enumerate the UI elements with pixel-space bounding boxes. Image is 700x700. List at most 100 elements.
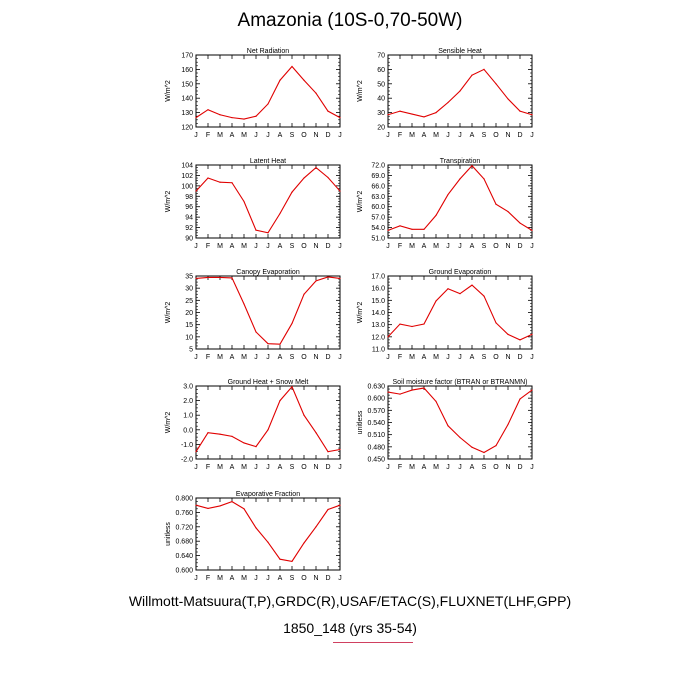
y-tick-label: 15 <box>185 322 193 329</box>
x-tick-label: O <box>301 464 307 471</box>
x-tick-label: J <box>338 243 342 250</box>
y-tick-label: 130 <box>181 110 193 117</box>
y-tick-label: 50 <box>377 81 385 88</box>
x-tick-label: J <box>386 354 390 361</box>
data-point <box>267 541 269 543</box>
plot-frame <box>195 497 341 571</box>
data-point <box>243 118 245 120</box>
y-tick-label: 120 <box>181 125 193 132</box>
y-tick-label: 20 <box>185 310 193 317</box>
data-point <box>279 343 281 345</box>
x-tick-label: M <box>217 575 223 582</box>
x-tick-label: J <box>446 132 450 139</box>
y-tick-label: 3.0 <box>183 384 193 391</box>
data-point <box>495 83 497 85</box>
y-tick-label: 15.0 <box>371 298 385 305</box>
data-point <box>267 429 269 431</box>
y-tick-label: 0.630 <box>367 384 385 391</box>
x-tick-label: D <box>325 464 330 471</box>
data-point <box>291 65 293 68</box>
y-tick-label: 54.0 <box>371 225 385 232</box>
data-point <box>447 288 449 290</box>
y-tick-label: 0.450 <box>367 457 385 464</box>
data-point <box>219 505 221 507</box>
x-tick-label: J <box>338 464 342 471</box>
y-tick-label: 72.0 <box>371 163 385 170</box>
data-point <box>495 203 497 205</box>
y-tick-label: 0.540 <box>367 420 385 427</box>
x-tick-label: A <box>470 354 475 361</box>
plot-frame <box>195 385 341 460</box>
x-tick-label: D <box>517 243 522 250</box>
data-point <box>531 333 533 335</box>
y-tick-label: 98 <box>185 194 193 201</box>
data-point <box>531 229 533 231</box>
data-point <box>435 214 437 217</box>
y-tick-label: 0.760 <box>175 510 193 517</box>
x-tick-label: J <box>338 575 342 582</box>
data-point <box>387 114 389 116</box>
x-tick-label: N <box>505 464 510 471</box>
data-point <box>195 190 197 192</box>
y-tick-label: 92 <box>185 225 193 232</box>
panel-title: Soil moisture factor (BTRAN or BTRANMN) <box>393 379 528 386</box>
x-tick-label: J <box>530 243 534 250</box>
data-point <box>279 79 281 81</box>
y-tick-label: 170 <box>181 53 193 60</box>
y-tick-label: 11.0 <box>372 347 385 354</box>
x-tick-label: J <box>266 354 270 361</box>
x-tick-label: M <box>433 132 439 139</box>
x-tick-label: J <box>254 354 258 361</box>
x-tick-label: M <box>433 243 439 250</box>
data-point <box>423 387 425 389</box>
x-tick-label: F <box>398 243 402 250</box>
data-point <box>507 423 509 426</box>
x-tick-label: S <box>482 354 487 361</box>
x-tick-label: M <box>409 243 415 250</box>
y-tick-label: 57.0 <box>371 215 385 222</box>
x-tick-label: F <box>206 464 210 471</box>
x-tick-label: J <box>194 464 198 471</box>
data-point <box>447 425 449 427</box>
data-point <box>327 176 329 179</box>
x-tick-label: M <box>409 464 415 471</box>
panel-title: Sensible Heat <box>438 48 482 55</box>
data-point <box>231 435 233 437</box>
y-axis-label: W/m^2 <box>165 412 172 434</box>
y-tick-label: 66.0 <box>371 183 385 190</box>
y-tick-label: 40 <box>377 96 385 103</box>
x-tick-label: O <box>493 464 499 471</box>
data-point <box>435 112 437 114</box>
data-point <box>411 113 413 115</box>
x-tick-label: S <box>290 464 295 471</box>
caption-underline <box>333 642 413 643</box>
y-tick-label: 5 <box>189 347 193 354</box>
x-tick-label: O <box>493 354 499 361</box>
data-point <box>387 229 389 231</box>
data-point <box>327 276 329 278</box>
x-tick-label: N <box>505 243 510 250</box>
y-tick-label: 30 <box>185 286 193 293</box>
x-tick-label: J <box>266 464 270 471</box>
plot-frame <box>195 275 341 350</box>
data-point <box>243 508 245 510</box>
chart-panel: Soil moisture factor (BTRAN or BTRANMN) u… <box>357 379 534 471</box>
chart-panel: Ground Evaporation W/m^2 11.0 12.0 13.0 14.0 1… <box>357 269 534 361</box>
data-point <box>495 322 497 324</box>
x-tick-label: J <box>530 464 534 471</box>
plot-frame <box>387 385 533 460</box>
x-tick-label: J <box>254 243 258 250</box>
y-tick-label: 0.510 <box>367 432 385 439</box>
x-tick-label: J <box>266 132 270 139</box>
data-point <box>423 323 425 325</box>
data-point <box>339 277 341 280</box>
data-point <box>483 178 485 180</box>
plot-frame <box>195 54 341 128</box>
data-point <box>267 343 269 345</box>
chart-panel: Transpiration W/m^2 51.0 54.0 57.0 60.0 63.0 66… <box>357 158 534 250</box>
plot-frame <box>195 164 341 239</box>
data-point <box>399 323 401 325</box>
data-point <box>315 526 317 528</box>
x-tick-label: J <box>530 354 534 361</box>
